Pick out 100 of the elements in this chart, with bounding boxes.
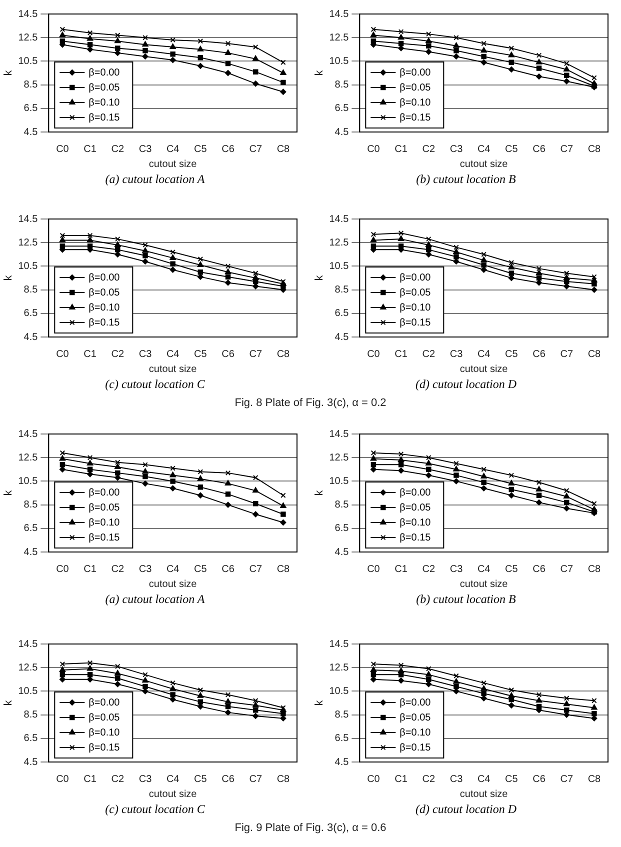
y-tick-label: 12.5 — [329, 32, 350, 44]
y-tick-label: 8.5 — [24, 80, 38, 91]
y-tick-label: 14.5 — [18, 428, 38, 440]
x-tick-label: C0 — [367, 774, 380, 785]
x-tick-label: C1 — [394, 348, 408, 360]
x-tick-label: C7 — [249, 774, 262, 785]
x-tick-label: C1 — [84, 348, 97, 360]
y-tick-label: 8.5 — [24, 710, 38, 721]
x-tick-label: C2 — [111, 348, 124, 360]
y-tick-label: 12.5 — [329, 237, 350, 248]
legend-label: β=0.10 — [400, 517, 432, 528]
legend-label: β=0.00 — [400, 487, 432, 498]
y-tick-label: 6.5 — [24, 523, 38, 534]
text: (c) cutout location C — [104, 377, 206, 392]
x-tick-label: C4 — [477, 348, 491, 360]
x-tick-label: C3 — [450, 564, 464, 575]
y-tick-label: 4.5 — [334, 546, 350, 558]
legend-label: β=0.00 — [88, 272, 120, 284]
legend-label: β=0.10 — [400, 727, 432, 738]
x-tick-label: C0 — [56, 144, 70, 155]
text: (b) cutout location B — [415, 592, 517, 607]
y-tick-label: 10.5 — [329, 686, 350, 697]
legend-label: β=0.00 — [400, 697, 432, 708]
legend-label: β=0.15 — [88, 317, 120, 328]
text: (d) cutout location D — [414, 377, 518, 392]
x-tick-label: C8 — [276, 348, 290, 360]
x-tick-label: C4 — [477, 564, 491, 575]
x-axis-title: cutout size — [460, 788, 508, 800]
legend-label: β=0.10 — [88, 517, 120, 528]
x-tick-label: C3 — [138, 348, 152, 360]
x-axis-title: cutout size — [148, 788, 198, 800]
y-tick-label: 8.5 — [334, 500, 350, 511]
x-tick-label: C0 — [367, 348, 380, 360]
y-tick-label: 4.5 — [24, 546, 38, 558]
x-tick-label: C7 — [249, 564, 262, 575]
y-tick-label: 4.5 — [334, 756, 350, 768]
legend-label: β=0.10 — [88, 727, 120, 738]
x-tick-label: C1 — [394, 774, 408, 785]
x-tick-label: C7 — [249, 348, 262, 360]
y-tick-label: 12.5 — [18, 237, 38, 248]
y-tick-label: 8.5 — [24, 284, 38, 296]
text: (b) cutout location B — [415, 172, 517, 187]
y-tick-label: 8.5 — [334, 80, 350, 91]
legend-label: β=0.15 — [400, 317, 432, 328]
x-tick-label: C8 — [588, 144, 602, 155]
x-tick-label: C6 — [222, 144, 235, 155]
legend-label: β=0.05 — [400, 287, 432, 298]
y-tick-label: 12.5 — [18, 662, 38, 674]
y-tick-label: 6.5 — [24, 733, 38, 744]
y-tick-label: 10.5 — [329, 56, 350, 67]
y-tick-label: 8.5 — [24, 500, 38, 511]
y-tick-label: 14.5 — [18, 214, 38, 225]
legend-label: β=0.05 — [88, 82, 120, 94]
legend-label: β=0.15 — [88, 112, 120, 124]
x-tick-label: C2 — [422, 348, 436, 360]
legend-label: β=0.05 — [400, 502, 432, 514]
y-tick-label: 10.5 — [329, 476, 350, 487]
x-tick-label: C2 — [111, 144, 124, 155]
x-tick-label: C3 — [450, 144, 464, 155]
x-axis-title: cutout size — [148, 578, 198, 590]
text: (a) cutout location A — [104, 592, 206, 607]
x-tick-label: C8 — [588, 774, 602, 785]
y-tick-label: 6.5 — [334, 308, 350, 320]
legend-label: β=0.10 — [88, 97, 120, 108]
y-tick-label: 14.5 — [18, 8, 38, 20]
y-tick-label: 4.5 — [334, 126, 350, 138]
legend-label: β=0.15 — [400, 532, 432, 544]
y-tick-label: 12.5 — [329, 452, 350, 464]
y-tick-label: 10.5 — [18, 260, 38, 272]
x-tick-label: C0 — [56, 564, 70, 575]
y-tick-label: 6.5 — [24, 103, 38, 114]
x-tick-label: C2 — [111, 564, 124, 575]
y-tick-label: 14.5 — [329, 638, 350, 650]
x-tick-label: C4 — [477, 144, 491, 155]
y-tick-label: 6.5 — [334, 523, 350, 534]
x-tick-label: C3 — [138, 774, 152, 785]
y-tick-label: 4.5 — [24, 756, 38, 768]
legend-label: β=0.00 — [88, 67, 120, 78]
legend-label: β=0.10 — [400, 302, 432, 314]
legend-label: β=0.00 — [400, 67, 432, 78]
y-axis-title: k — [314, 490, 326, 496]
x-tick-label: C3 — [450, 348, 464, 360]
y-tick-label: 14.5 — [329, 428, 350, 440]
x-tick-label: C0 — [367, 144, 380, 155]
y-tick-label: 6.5 — [334, 103, 350, 114]
x-tick-label: C2 — [422, 144, 436, 155]
x-tick-label: C7 — [249, 144, 262, 155]
x-tick-label: C6 — [532, 348, 546, 360]
y-axis-title: k — [314, 274, 326, 281]
x-tick-label: C0 — [56, 774, 70, 785]
text: (d) cutout location D — [414, 802, 518, 817]
legend-label: β=0.15 — [400, 742, 432, 754]
x-axis-title: cutout size — [148, 364, 198, 375]
x-tick-label: C8 — [276, 564, 290, 575]
legend-label: β=0.00 — [88, 487, 120, 498]
x-tick-label: C7 — [560, 348, 574, 360]
y-tick-label: 6.5 — [334, 733, 350, 744]
y-tick-label: 4.5 — [24, 332, 38, 343]
x-tick-label: C4 — [166, 144, 180, 155]
x-tick-label: C5 — [505, 144, 518, 155]
